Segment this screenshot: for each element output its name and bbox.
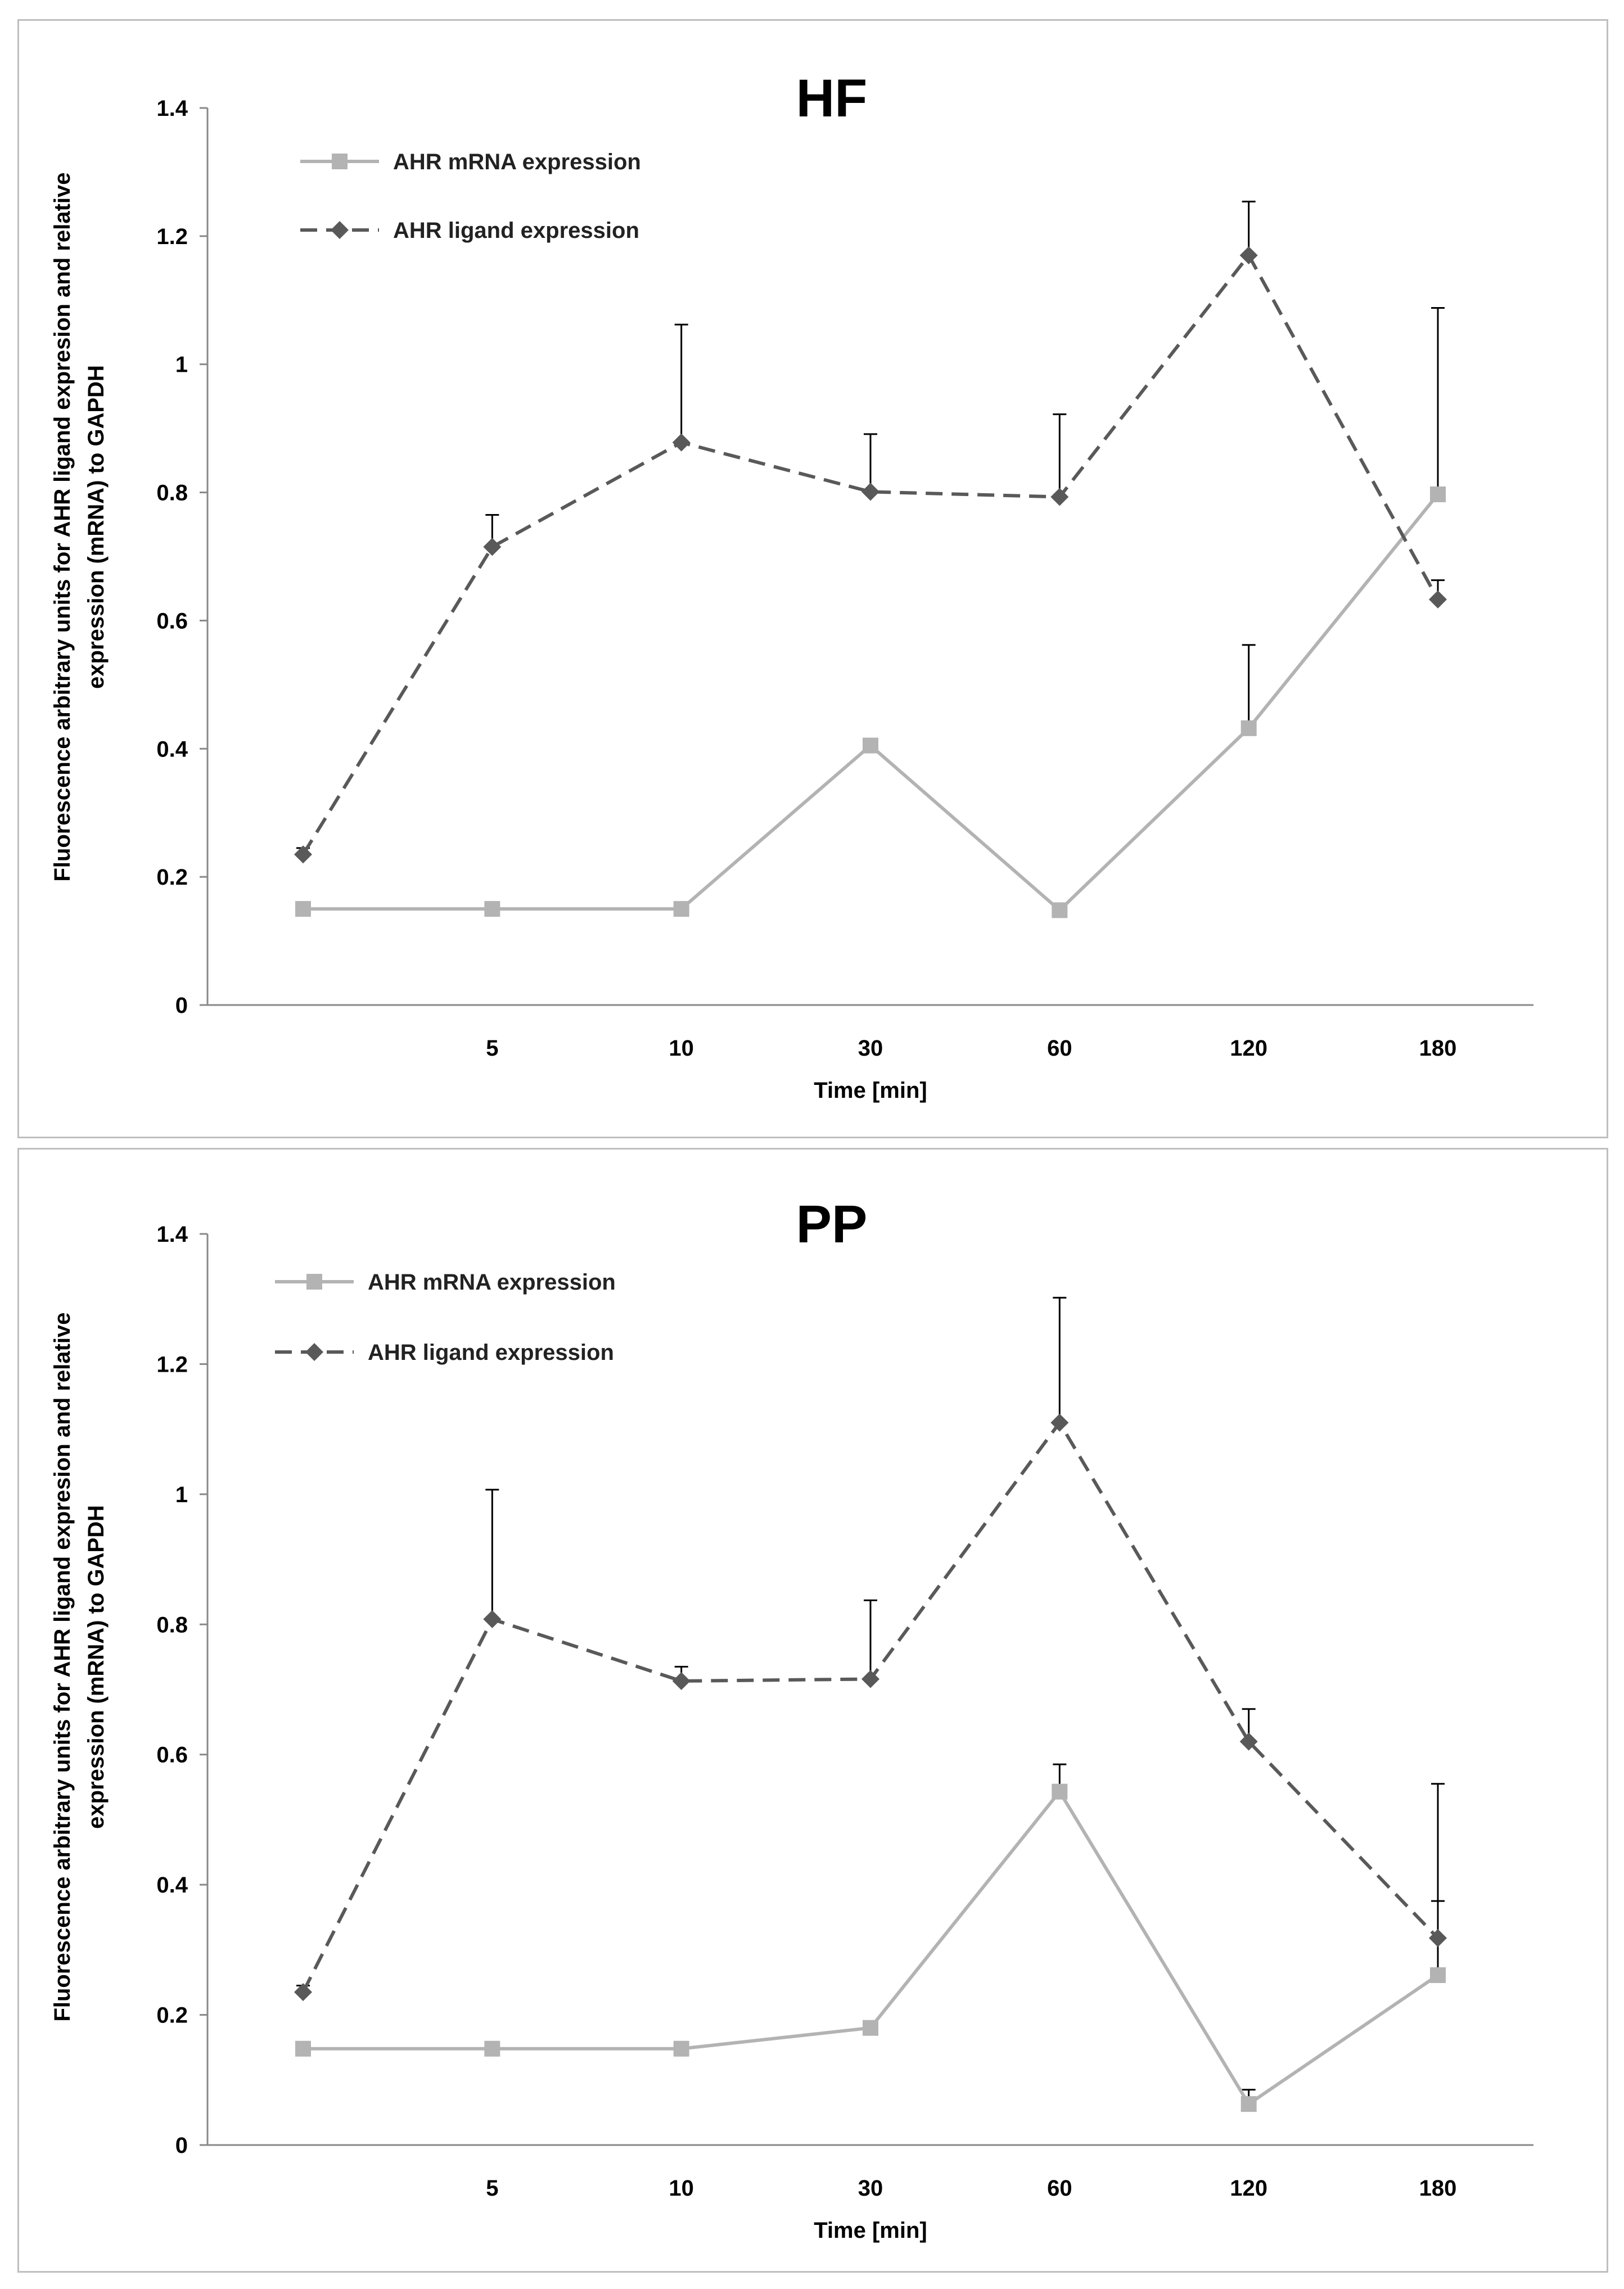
y-tick-label: 0.6	[156, 609, 188, 633]
chart-title: HF	[796, 69, 868, 128]
ligand-data-point	[1429, 1929, 1447, 1948]
mrna-data-point	[1430, 486, 1446, 502]
y-tick-label: 1	[175, 1483, 188, 1507]
x-tick-label: 5	[486, 2176, 498, 2201]
ligand-data-point	[1239, 246, 1258, 265]
mrna-data-point	[863, 737, 878, 754]
y-tick-label: 1.2	[156, 224, 188, 249]
y-axis-title-line1: Fluorescence arbitrary units for AHR lig…	[50, 1312, 75, 2021]
y-tick-label: 0.6	[156, 1743, 188, 1768]
series-mrna	[295, 1763, 1446, 2112]
x-tick-label: 10	[669, 2176, 694, 2201]
x-tick-label: 10	[669, 1036, 694, 1061]
ligand-series-line	[301, 1420, 1440, 1993]
ligand-data-point	[672, 433, 691, 452]
series-ligand	[294, 1296, 1447, 2002]
ligand-data-point	[294, 845, 312, 864]
x-tick-label: 5	[486, 1036, 498, 1061]
mrna-series-line	[303, 493, 1440, 913]
mrna-data-point	[1052, 902, 1068, 918]
chart-title: PP	[796, 1195, 868, 1254]
y-tick-label: 0	[175, 2133, 188, 2158]
y-tick-label: 1.4	[156, 1222, 188, 1247]
hf-chart-panel: HF 0 0.2 0.4 0.6 0.8 1 1.2 1.4 5 10 30 60 120 180 Time …	[17, 19, 1608, 1138]
pp-chart-panel: PP 0 0.2 0.4 0.6 0.8 1 1.2 1.4 5 10 30 60 120 180 Time …	[17, 1148, 1608, 2273]
ligand-data-point	[483, 1610, 502, 1629]
mrna-data-point	[484, 901, 500, 917]
mrna-data-point	[673, 2040, 689, 2057]
series-ligand	[294, 200, 1447, 864]
mrna-data-point	[1240, 2096, 1257, 2112]
ligand-data-point	[672, 1671, 691, 1690]
mrna-series-line	[303, 1788, 1439, 2107]
ligand-data-point	[861, 483, 879, 501]
y-axis-title-line1: Fluorescence arbitrary units for AHR lig…	[50, 172, 75, 881]
x-tick-label: 180	[1419, 2176, 1457, 2201]
legend-ligand-marker	[305, 1343, 323, 1361]
mrna-data-point	[1430, 1967, 1446, 1983]
y-axis-title-line2: expression (mRNA) to GAPDH	[84, 365, 109, 689]
x-tick-label: 180	[1419, 1036, 1457, 1061]
x-axis-title: Time [min]	[814, 2218, 927, 2243]
ligand-series-line	[301, 252, 1440, 855]
legend-mrna-label: AHR mRNA expression	[368, 1270, 616, 1295]
ligand-data-point	[1050, 488, 1069, 506]
y-tick-label: 1.4	[156, 96, 188, 121]
mrna-data-point	[484, 2040, 500, 2057]
mrna-data-point	[1052, 1783, 1068, 1800]
legend-ligand-label: AHR ligand expression	[368, 1340, 614, 1365]
ligand-data-point	[483, 538, 502, 556]
mrna-data-point	[863, 2020, 878, 2036]
x-tick-label: 60	[1047, 1036, 1072, 1061]
y-tick-label: 1.2	[156, 1352, 188, 1377]
x-tick-label: 120	[1230, 2176, 1267, 2201]
x-axis-title: Time [min]	[814, 1078, 927, 1103]
mrna-data-point	[295, 901, 311, 917]
hf-chart: HF 0 0.2 0.4 0.6 0.8 1 1.2 1.4 5 10 30 60 120 180 Time …	[50, 69, 1533, 1103]
ligand-data-point	[294, 1983, 312, 2002]
ligand-data-point	[861, 1670, 879, 1688]
y-tick-label: 0.4	[156, 737, 188, 762]
y-tick-label: 1	[175, 353, 188, 377]
legend-mrna-marker	[306, 1274, 322, 1290]
x-tick-label: 30	[858, 2176, 883, 2201]
y-tick-label: 0.2	[156, 2003, 188, 2028]
ligand-data-point	[1050, 1413, 1069, 1432]
x-tick-label: 120	[1230, 1036, 1267, 1061]
legend-mrna-marker	[332, 154, 348, 169]
y-axis-title-line2: expression (mRNA) to GAPDH	[84, 1505, 109, 1829]
mrna-data-point	[295, 2040, 311, 2057]
series-mrna	[295, 307, 1446, 918]
ligand-data-point	[1429, 590, 1447, 609]
x-tick-label: 30	[858, 1036, 883, 1061]
mrna-data-point	[1240, 720, 1257, 736]
x-tick-label: 60	[1047, 2176, 1072, 2201]
legend-ligand-marker	[331, 221, 349, 239]
y-tick-label: 0.2	[156, 865, 188, 890]
y-tick-label: 0.8	[156, 1612, 188, 1637]
mrna-data-point	[673, 901, 689, 917]
legend-mrna-label: AHR mRNA expression	[393, 150, 641, 174]
y-tick-label: 0	[175, 993, 188, 1018]
legend-ligand-label: AHR ligand expression	[393, 218, 639, 243]
ligand-data-point	[1239, 1732, 1258, 1751]
y-tick-label: 0.4	[156, 1873, 188, 1898]
pp-chart: PP 0 0.2 0.4 0.6 0.8 1 1.2 1.4 5 10 30 60 120 180 Time …	[50, 1195, 1533, 2243]
y-tick-label: 0.8	[156, 481, 188, 506]
